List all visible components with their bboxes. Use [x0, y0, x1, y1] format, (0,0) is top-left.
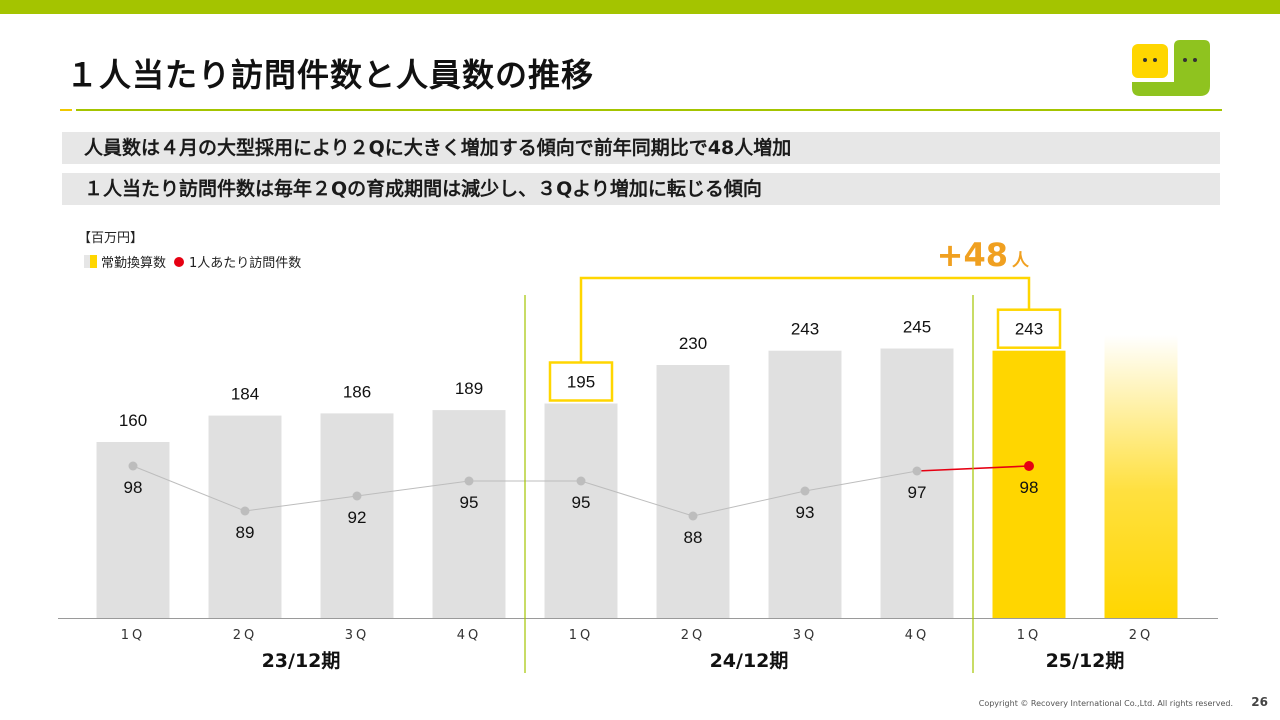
line-value-label: 88	[684, 528, 703, 547]
x-tick-label: 1Q	[569, 628, 594, 643]
line-segment	[132, 465, 246, 512]
bar	[320, 413, 394, 618]
bar-value-label: 160	[119, 411, 147, 430]
period-label: 24/12期	[710, 650, 789, 672]
line-value-label: 93	[796, 503, 815, 522]
copyright-text: Copyright © Recovery International Co.,L…	[978, 699, 1233, 708]
annotation-unit: 人	[1012, 251, 1030, 271]
bar-value-label: 245	[903, 318, 931, 337]
page-number: 26	[1251, 695, 1268, 709]
line-segment	[804, 470, 918, 492]
key-message-1: 人員数は４月の大型採用により２Qに大きく増加する傾向で前年同期比で48人増加	[62, 132, 1220, 164]
line-segment	[580, 480, 694, 517]
x-tick-label: 1Q	[1017, 628, 1042, 643]
x-tick-label: 2Q	[1129, 628, 1154, 643]
line-value-label: 98	[124, 478, 143, 497]
line-value-label: 97	[908, 483, 927, 502]
line-segment	[692, 490, 806, 517]
title-underline	[76, 109, 1222, 111]
line-point	[576, 476, 586, 486]
bar	[992, 350, 1066, 618]
bar	[656, 365, 730, 618]
bar-value-label: 230	[679, 334, 707, 353]
period-label: 23/12期	[262, 650, 341, 672]
line-point	[1024, 461, 1034, 471]
line-value-label: 92	[348, 508, 367, 527]
legend-line-label: 1人あたり訪問件数	[189, 256, 302, 271]
line-point	[800, 486, 810, 496]
line-point	[912, 466, 922, 476]
bar-forecast	[1104, 335, 1178, 618]
top-accent-bar	[0, 0, 1280, 14]
x-tick-label: 3Q	[345, 628, 370, 643]
bar	[544, 403, 618, 618]
title-underline-accent	[60, 109, 72, 111]
legend-dot-swatch	[174, 256, 185, 267]
bar	[880, 348, 954, 618]
line-value-label: 89	[236, 523, 255, 542]
annotation-bracket	[579, 276, 1031, 363]
page-title: １人当たり訪問件数と人員数の推移	[66, 56, 595, 94]
key-message-2: １人当たり訪問件数は毎年２Qの育成期間は減少し、３Qより増加に転じる傾向	[62, 173, 1220, 205]
line-point	[688, 511, 698, 521]
x-tick-label: 4Q	[457, 628, 482, 643]
bar-value-label: 189	[455, 379, 483, 398]
bar-value-label: 195	[567, 373, 595, 392]
line-value-label: 98	[1020, 478, 1039, 497]
line-point	[352, 491, 362, 501]
period-label: 25/12期	[1046, 650, 1125, 672]
x-tick-label: 2Q	[233, 628, 258, 643]
chart-legend: 常勤換算数 1人あたり訪問件数	[84, 252, 301, 271]
bar-value-label: 184	[231, 385, 259, 404]
bar	[768, 350, 842, 618]
x-tick-label: 3Q	[793, 628, 818, 643]
line-value-label: 95	[572, 493, 591, 512]
unit-label: 【百万円】	[78, 231, 144, 246]
x-tick-label: 2Q	[681, 628, 706, 643]
line-segment	[244, 495, 358, 512]
x-tick-label: 1Q	[121, 628, 146, 643]
bar-value-label: 243	[791, 320, 819, 339]
bar	[208, 415, 282, 618]
line-point	[128, 461, 138, 471]
legend-bar-swatch	[84, 255, 97, 268]
bar	[432, 410, 506, 618]
bar-value-box	[548, 361, 614, 402]
bar-value-label: 186	[343, 382, 371, 401]
line-segment	[356, 480, 470, 497]
line-point	[464, 476, 474, 486]
annotation-value: +48	[937, 236, 1008, 274]
company-logo-icon	[1132, 40, 1210, 96]
line-point	[240, 506, 250, 516]
bar-value-box	[996, 308, 1062, 349]
x-tick-label: 4Q	[905, 628, 930, 643]
legend-bar-label: 常勤換算数	[101, 256, 167, 271]
bar	[96, 442, 170, 618]
bar-value-label: 243	[1015, 320, 1043, 339]
line-value-label: 95	[460, 493, 479, 512]
